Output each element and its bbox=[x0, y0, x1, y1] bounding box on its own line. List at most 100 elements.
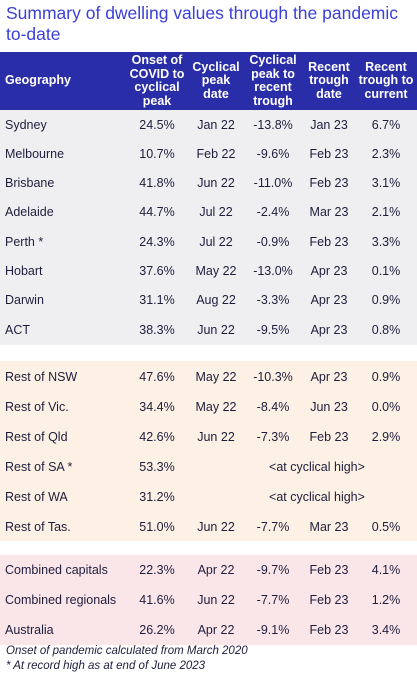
cell-current: 2.9% bbox=[371, 429, 401, 444]
cell-peak-date: Jun 22 bbox=[197, 176, 235, 191]
table-row: Australia 26.2% Apr 22 -9.1% Feb 23 3.4% bbox=[0, 615, 417, 644]
cell-trough-date: Feb 23 bbox=[309, 176, 349, 191]
cell-peak-date: May 22 bbox=[195, 369, 237, 384]
header-trough-to-current: Recent trough to current bbox=[358, 59, 414, 101]
cell-peak-trough: -8.4% bbox=[256, 399, 290, 414]
cell-current: 2.3% bbox=[371, 146, 401, 161]
header-onset: Onset of COVID to cyclical peak bbox=[129, 53, 185, 108]
cell-onset: 10.7% bbox=[139, 146, 175, 161]
cell-onset: 41.8% bbox=[139, 176, 175, 191]
cell-current: 0.1% bbox=[371, 264, 401, 278]
cell-geography: Hobart bbox=[5, 264, 43, 278]
cell-trough-date: Feb 23 bbox=[309, 562, 349, 577]
cell-onset: 53.3% bbox=[139, 459, 175, 474]
cell-peak-date: Aug 22 bbox=[196, 293, 236, 308]
cell-peak-date: Jun 22 bbox=[197, 322, 235, 337]
cell-peak-date: Apr 22 bbox=[197, 622, 235, 637]
cell-trough-date: Mar 23 bbox=[309, 519, 349, 534]
table-row: Combined capitals 22.3% Apr 22 -9.7% Feb 23 4… bbox=[0, 555, 417, 584]
cell-current: 0.9% bbox=[371, 293, 401, 308]
cell-current: 6.7% bbox=[371, 117, 401, 132]
table-row: Adelaide 44.7% Jul 22 -2.4% Mar 23 2.1% bbox=[0, 198, 417, 227]
cell-current: 0.8% bbox=[371, 322, 401, 337]
regionals-section bbox=[0, 361, 417, 541]
table-row: Combined regionals 41.6% Jun 22 -7.7% Feb 23… bbox=[0, 585, 417, 614]
table-row: ACT 38.3% Jun 22 -9.5% Apr 23 0.8% bbox=[0, 315, 417, 344]
table-row: Brisbane 41.8% Jun 22 -11.0% Feb 23 3.1% bbox=[0, 169, 417, 198]
table-row: Melbourne 10.7% Feb 22 -9.6% Feb 23 2.3% bbox=[0, 139, 417, 168]
cell-onset: 22.3% bbox=[139, 562, 175, 577]
cell-current: 3.3% bbox=[371, 234, 401, 249]
cell-onset: 26.2% bbox=[139, 622, 175, 637]
cell-geography: Rest of WA bbox=[5, 489, 68, 504]
cell-trough-date: Apr 23 bbox=[310, 264, 348, 278]
cell-peak-date: May 22 bbox=[195, 399, 237, 414]
cell-onset: 47.6% bbox=[139, 369, 175, 384]
cell-geography: Combined regionals bbox=[5, 592, 117, 607]
cell-geography: Darwin bbox=[5, 293, 44, 308]
cell-trough-date: Feb 23 bbox=[309, 429, 349, 444]
footnote: Onset of pandemic calculated from March … bbox=[6, 645, 248, 657]
table-row: Sydney 24.5% Jan 22 -13.8% Jan 23 6.7% bbox=[0, 110, 417, 139]
cell-peak-trough: -3.3% bbox=[256, 293, 290, 308]
cell-peak-trough: -9.1% bbox=[256, 622, 290, 637]
cell-trough-date: Apr 23 bbox=[310, 322, 348, 337]
cell-peak-date: Apr 22 bbox=[197, 562, 235, 577]
table-row: Rest of Tas. 51.0% Jun 22 -7.7% Mar 23 0.5% bbox=[0, 512, 417, 541]
cell-peak-date: Feb 22 bbox=[196, 146, 236, 161]
cell-peak-trough: -9.5% bbox=[256, 322, 290, 337]
cell-current: 2.1% bbox=[371, 205, 401, 220]
cell-trough-date: Feb 23 bbox=[309, 146, 349, 161]
cell-peak-trough: -9.6% bbox=[256, 146, 290, 161]
cell-geography: Rest of NSW bbox=[5, 369, 78, 384]
cell-status-note: <at cyclical high> bbox=[269, 459, 365, 474]
cell-peak-trough: -7.7% bbox=[256, 592, 290, 607]
cell-onset: 34.4% bbox=[139, 399, 175, 414]
cell-onset: 24.3% bbox=[139, 234, 175, 249]
table-row: Rest of SA * 53.3% <at cyclical high> bbox=[0, 452, 417, 481]
cell-peak-trough: -0.9% bbox=[256, 234, 290, 249]
cell-trough-date: Apr 23 bbox=[310, 293, 348, 308]
table-row: Rest of Vic. 34.4% May 22 -8.4% Jun 23 0.0% bbox=[0, 392, 417, 421]
cell-peak-trough: -9.7% bbox=[256, 562, 290, 577]
cell-geography: ACT bbox=[5, 322, 30, 337]
header-trough-date: Recent trough date bbox=[308, 59, 350, 101]
cell-trough-date: Feb 23 bbox=[309, 234, 349, 249]
cell-trough-date: Feb 23 bbox=[309, 592, 349, 607]
cell-peak-date: Jul 22 bbox=[199, 205, 233, 220]
cell-peak-date: Jun 22 bbox=[197, 429, 235, 444]
header-peak-date: Cyclical peak date bbox=[192, 59, 240, 101]
cell-onset: 42.6% bbox=[139, 429, 175, 444]
cell-current: 4.1% bbox=[371, 562, 401, 577]
table-row: Rest of Qld 42.6% Jun 22 -7.3% Feb 23 2.9% bbox=[0, 422, 417, 451]
cell-geography: Australia bbox=[5, 622, 54, 637]
cell-geography: Rest of Vic. bbox=[5, 399, 69, 414]
table-row: Rest of NSW 47.6% May 22 -10.3% Apr 23 0.9% bbox=[0, 362, 417, 391]
cell-peak-trough: -13.0% bbox=[253, 264, 293, 278]
cell-current: 0.9% bbox=[371, 369, 401, 384]
table-row: Perth * 24.3% Jul 22 -0.9% Feb 23 3.3% bbox=[0, 227, 417, 256]
cell-onset: 24.5% bbox=[139, 117, 175, 132]
cell-onset: 31.1% bbox=[139, 293, 175, 308]
cell-geography: Brisbane bbox=[5, 176, 55, 191]
cell-geography: Rest of Qld bbox=[5, 429, 68, 444]
page-title: Summary of dwelling values through the p… bbox=[6, 3, 399, 44]
cell-onset: 41.6% bbox=[139, 592, 175, 607]
header-geography: Geography bbox=[5, 73, 71, 88]
cell-peak-date: Jan 22 bbox=[197, 117, 235, 132]
cell-trough-date: Apr 23 bbox=[310, 369, 348, 384]
cell-current: 3.1% bbox=[371, 176, 401, 191]
cell-peak-date: Jun 22 bbox=[197, 592, 235, 607]
cell-trough-date: Feb 23 bbox=[309, 622, 349, 637]
cell-geography: Rest of Tas. bbox=[5, 519, 71, 534]
cell-status-note: <at cyclical high> bbox=[269, 489, 365, 504]
cell-onset: 37.6% bbox=[139, 264, 175, 278]
cell-current: 0.0% bbox=[371, 399, 401, 414]
cell-peak-trough: -10.3% bbox=[253, 369, 293, 384]
cell-peak-trough: -11.0% bbox=[253, 176, 293, 191]
cell-onset: 51.0% bbox=[139, 519, 175, 534]
table-row: Hobart 37.6% May 22 -13.0% Apr 23 0.1% bbox=[0, 257, 417, 286]
cell-peak-trough: -7.7% bbox=[256, 519, 290, 534]
cell-peak-date: May 22 bbox=[195, 264, 237, 278]
cell-current: 0.5% bbox=[371, 519, 401, 534]
